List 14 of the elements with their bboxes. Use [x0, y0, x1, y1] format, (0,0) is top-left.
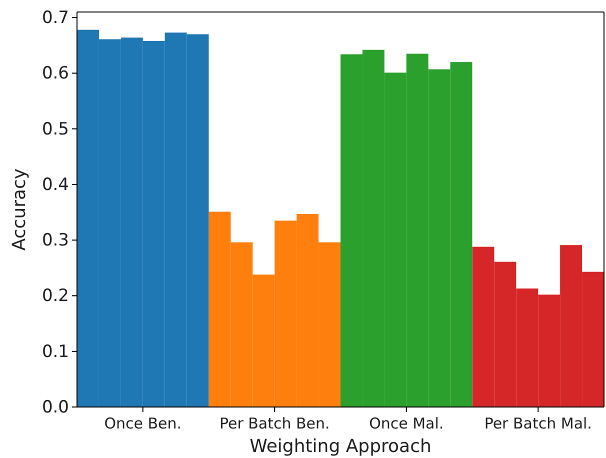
y-tick-label: 0.4 — [42, 174, 69, 195]
y-tick-label: 0.0 — [42, 397, 69, 418]
x-tick-label: Once Mal. — [369, 414, 444, 432]
y-tick-label: 0.2 — [42, 286, 69, 306]
x-tick-label: Per Batch Ben. — [219, 414, 330, 432]
y-tick-label: 0.5 — [42, 119, 69, 140]
x-tick-label: Once Ben. — [104, 414, 182, 432]
y-tick-label: 0.1 — [42, 342, 69, 362]
y-tick-label: 0.6 — [42, 64, 69, 84]
y-tick-label: 0.3 — [42, 230, 69, 251]
x-tick-label: Per Batch Mal. — [484, 414, 592, 432]
y-axis-title: Accuracy — [9, 168, 30, 251]
x-axis-title: Weighting Approach — [250, 436, 432, 457]
y-tick-label: 0.7 — [42, 8, 69, 28]
